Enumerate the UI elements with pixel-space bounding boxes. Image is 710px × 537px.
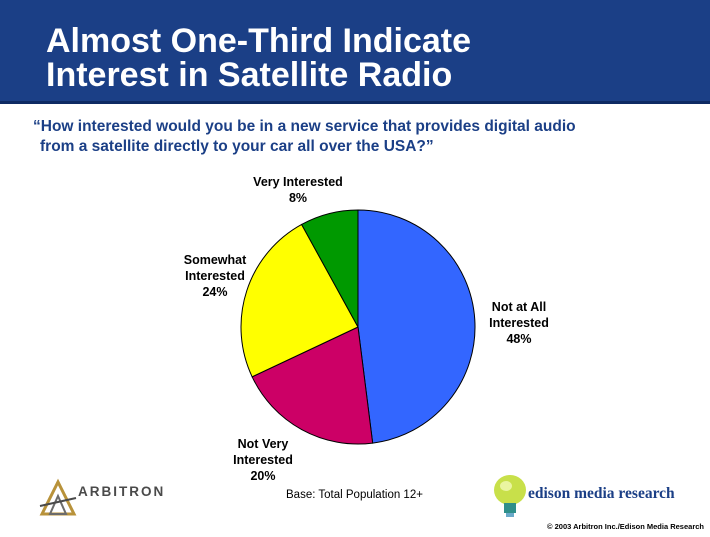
slice-label-text: Interested (185, 269, 245, 283)
slice-label-text: Very Interested (253, 175, 343, 189)
slice-label-text: Interested (489, 316, 549, 330)
title-banner: Almost One-Third Indicate Interest in Sa… (0, 0, 710, 104)
pie-slice-not-very-interested (251, 326, 374, 445)
slice-percent: 20% (250, 469, 276, 483)
slice-label-text: Not at All (491, 300, 547, 314)
arbitron-triangle-icon (39, 478, 77, 516)
survey-question-line-2: from a satellite directly to your car al… (40, 138, 434, 155)
pie-slice-somewhat-interested (240, 223, 359, 378)
slide-title: Almost One-Third Indicate Interest in Sa… (46, 24, 686, 92)
slide-title-line-2: Interest in Satellite Radio (46, 56, 453, 94)
survey-question-line-1: “How interested would you be in a new se… (33, 118, 576, 135)
slice-label-text: Somewhat (183, 253, 247, 267)
arbitron-logo-text: ARBITRON (78, 484, 166, 499)
edison-logo-text: edison media research (528, 485, 675, 502)
slice-label-very-interested: Very Interested 8% (233, 174, 363, 206)
slice-label-text: Interested (233, 453, 293, 467)
base-note: Base: Total Population 12+ (286, 489, 423, 501)
slice-label-not-very-interested: Not Very Interested 20% (208, 436, 318, 484)
pie-slice-not-at-all-interested (357, 209, 476, 444)
slice-label-somewhat-interested: Somewhat Interested 24% (160, 252, 270, 300)
lightbulb-icon (494, 475, 526, 517)
slice-label-not-at-all-interested: Not at All Interested 48% (464, 299, 574, 347)
arbitron-logo: ARBITRON (38, 478, 198, 518)
survey-question: “How interested would you be in a new se… (33, 117, 693, 157)
slice-percent: 8% (288, 191, 308, 205)
slide-title-line-1: Almost One-Third Indicate (46, 22, 472, 60)
edison-logo: edison media research (488, 472, 698, 520)
slice-percent: 24% (202, 285, 228, 299)
copyright-note: © 2003 Arbitron Inc./Edison Media Resear… (547, 522, 704, 531)
slice-percent: 48% (506, 332, 532, 346)
slice-label-text: Not Very (237, 437, 289, 451)
pie-slice-very-interested (300, 209, 359, 328)
